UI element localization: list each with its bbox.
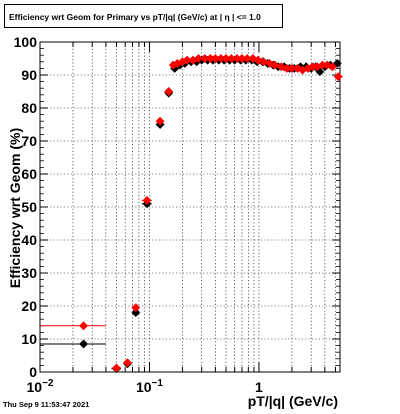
y-tick-label: 70 xyxy=(21,133,37,149)
data-point xyxy=(258,57,269,67)
x-tick-label-base: 1 xyxy=(255,379,263,395)
data-point xyxy=(193,53,203,64)
x-tick-label-exponent: −1 xyxy=(152,378,164,389)
data-point xyxy=(79,339,89,349)
data-point xyxy=(270,60,280,70)
y-tick-label: 30 xyxy=(21,265,37,281)
data-point xyxy=(327,62,338,72)
data-point xyxy=(122,358,133,368)
data-point xyxy=(142,195,152,205)
data-point xyxy=(155,116,165,126)
footer-timestamp: Thu Sep 9 11:53:47 2021 xyxy=(3,400,90,409)
y-tick-label: 80 xyxy=(21,100,37,116)
data-point xyxy=(333,72,343,82)
y-tick-label: 100 xyxy=(14,34,38,50)
data-point xyxy=(111,363,122,373)
data-point xyxy=(79,321,89,331)
y-tick-label: 50 xyxy=(21,199,37,215)
data-point xyxy=(164,86,174,97)
x-tick-label-base: 10 xyxy=(27,379,43,395)
data-point xyxy=(131,308,141,318)
chart-title: Efficiency wrt Geom for Primary vs pT/|q… xyxy=(4,4,283,28)
y-tick-label: 20 xyxy=(21,298,37,314)
data-point xyxy=(332,58,342,69)
y-axis-label: Efficiency wrt Geom (%) xyxy=(7,128,23,288)
y-tick-label: 40 xyxy=(21,232,37,248)
y-tick-label: 90 xyxy=(21,67,37,83)
data-point xyxy=(182,55,192,65)
x-tick-label: 10−1 xyxy=(136,378,163,395)
y-tick-label: 60 xyxy=(21,166,37,182)
data-point xyxy=(131,303,141,313)
y-tick-label: 10 xyxy=(21,331,37,347)
grid-lines xyxy=(39,41,340,373)
x-tick-label: 1 xyxy=(255,379,263,395)
data-points xyxy=(40,53,343,374)
data-point xyxy=(253,55,263,65)
x-tick-label-exponent: −2 xyxy=(42,378,54,389)
x-axis-label: pT/|q| (GeV/c) xyxy=(248,393,338,409)
y-tick-label: 0 xyxy=(29,364,37,380)
x-tick-label-base: 10 xyxy=(136,379,152,395)
x-tick-label: 10−2 xyxy=(27,378,54,395)
